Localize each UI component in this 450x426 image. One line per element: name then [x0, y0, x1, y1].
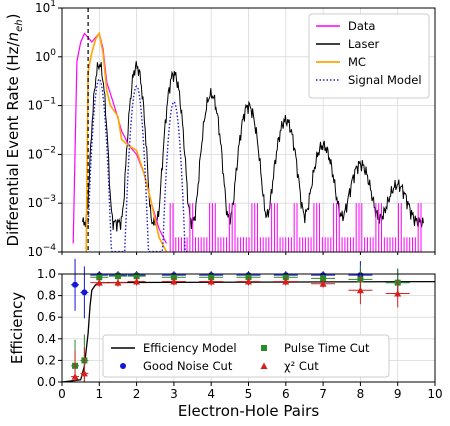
- bottom-x-axis-label: Electron-Hole Pairs: [178, 402, 319, 420]
- bottom-legend-swatch: [261, 345, 267, 351]
- top-y-tick-label: 10−2: [27, 145, 56, 161]
- laser-line: [82, 61, 424, 232]
- bottom-x-tick-label: 8: [357, 387, 365, 401]
- bottom-x-tick-label: 1: [95, 387, 103, 401]
- pulse-time-cut-point: [114, 273, 121, 280]
- bottom-y-tick-label: 0.8: [37, 289, 56, 303]
- pulse-time-cut-point: [170, 274, 177, 281]
- pulse-time-cut-point: [96, 274, 103, 281]
- pulse-time-cut-point: [133, 273, 140, 280]
- chi2-cut-point: [170, 278, 178, 285]
- chi2-cut-point: [71, 373, 79, 380]
- bottom-y-tick-label: 0.2: [37, 353, 56, 367]
- bottom-y-tick-label: 1.0: [37, 267, 56, 281]
- top-legend-label-signal: Signal Model: [348, 73, 422, 87]
- good-noise-cut-point: [81, 289, 88, 296]
- chi2-cut-point: [133, 278, 141, 285]
- bottom-x-tick-label: 3: [170, 387, 178, 401]
- top-y-tick-label: 100: [35, 48, 56, 64]
- bottom-y-tick-label: 0.0: [37, 375, 56, 389]
- pulse-time-cut-point: [245, 274, 252, 281]
- bottom-legend-label: χ² Cut: [284, 359, 319, 373]
- bottom-legend-swatch: [260, 362, 268, 369]
- bottom-y-tick-label: 0.6: [37, 310, 56, 324]
- bottom-x-tick-label: 5: [245, 387, 253, 401]
- chi2-cut-point: [80, 369, 88, 377]
- chi2-cut-point: [245, 278, 252, 285]
- top-legend-box: [308, 13, 430, 99]
- top-legend: Data Laser MC Signal Model: [308, 13, 430, 99]
- bottom-y-axis-label: Efficiency: [8, 292, 26, 364]
- chi2-cut-point: [319, 280, 327, 287]
- top-y-axis-label: Differential Event Rate (Hz/neh): [4, 14, 25, 247]
- bottom-legend-label: Pulse Time Cut: [284, 341, 370, 355]
- bottom-x-tick-label: 4: [207, 387, 215, 401]
- bottom-legend-label: Efficiency Model: [143, 341, 237, 355]
- bottom-x-tick-label: 6: [282, 387, 290, 401]
- signal-model-line: [87, 78, 189, 253]
- top-y-tick-label: 10−1: [27, 97, 56, 113]
- bottom-x-tick-label: 2: [133, 387, 141, 401]
- bottom-x-tick-label: 10: [427, 387, 442, 401]
- bottom-x-tick-label: 7: [319, 387, 327, 401]
- bottom-y-tick-label: 0.4: [37, 332, 56, 346]
- bottom-legend-label: Good Noise Cut: [143, 359, 233, 373]
- bottom-legend-swatch: [120, 363, 126, 369]
- pulse-time-cut-point: [208, 274, 215, 281]
- good-noise-cut-point: [72, 281, 79, 288]
- data-spikes: [169, 203, 422, 252]
- pulse-time-cut-point: [320, 275, 327, 282]
- chi2-cut-point: [95, 279, 103, 286]
- top-legend-label-laser: Laser: [348, 37, 380, 51]
- top-y-tick-label: 101: [35, 0, 56, 15]
- chi2-cut-point: [394, 289, 402, 297]
- bottom-x-tick-label: 0: [58, 387, 66, 401]
- top-legend-label-mc: MC: [348, 55, 366, 69]
- top-legend-label-data: Data: [348, 19, 375, 33]
- chi2-cut-point: [114, 279, 122, 286]
- top-y-tick-label: 10−3: [27, 194, 56, 210]
- bottom-x-tick-label: 9: [394, 387, 402, 401]
- chi2-cut-point: [356, 286, 364, 294]
- mc-line: [85, 31, 168, 252]
- pulse-time-cut-point: [282, 274, 289, 281]
- chi2-cut-point: [282, 278, 290, 285]
- top-y-tick-label: 10−4: [27, 243, 56, 259]
- chi2-cut-point: [207, 278, 215, 285]
- bottom-legend: Efficiency Model Good Noise Cut Pulse Time…: [102, 334, 390, 378]
- bottom-legend-box: [102, 334, 390, 378]
